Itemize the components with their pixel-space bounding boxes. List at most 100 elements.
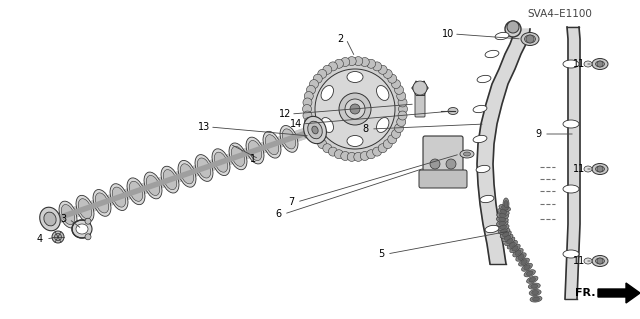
Ellipse shape — [529, 278, 536, 282]
Circle shape — [310, 130, 319, 138]
Ellipse shape — [527, 276, 538, 283]
Text: 11: 11 — [573, 59, 585, 69]
Ellipse shape — [504, 237, 515, 246]
Circle shape — [526, 35, 534, 43]
Circle shape — [597, 258, 603, 264]
Ellipse shape — [476, 165, 490, 173]
Circle shape — [340, 57, 349, 66]
Ellipse shape — [499, 204, 511, 211]
Ellipse shape — [307, 132, 314, 136]
Ellipse shape — [522, 263, 532, 271]
Ellipse shape — [59, 201, 77, 228]
Ellipse shape — [510, 244, 520, 253]
Ellipse shape — [265, 135, 279, 155]
Ellipse shape — [463, 152, 470, 156]
Text: 12: 12 — [279, 109, 291, 119]
Ellipse shape — [473, 105, 487, 113]
Ellipse shape — [112, 187, 125, 207]
Ellipse shape — [512, 246, 518, 251]
Circle shape — [597, 61, 603, 67]
Circle shape — [323, 144, 332, 153]
Ellipse shape — [40, 207, 60, 231]
Ellipse shape — [78, 199, 92, 219]
Ellipse shape — [282, 129, 296, 149]
Ellipse shape — [502, 232, 509, 237]
Ellipse shape — [376, 85, 389, 100]
Text: SVA4–E1100: SVA4–E1100 — [527, 9, 593, 19]
Circle shape — [304, 92, 313, 100]
Circle shape — [392, 130, 401, 138]
Ellipse shape — [595, 258, 605, 264]
Ellipse shape — [524, 270, 536, 277]
FancyBboxPatch shape — [415, 91, 425, 117]
Ellipse shape — [592, 58, 608, 70]
Circle shape — [85, 218, 91, 224]
Ellipse shape — [497, 220, 508, 226]
Circle shape — [345, 99, 365, 119]
Ellipse shape — [485, 225, 499, 233]
Circle shape — [392, 79, 401, 89]
Text: 8: 8 — [362, 124, 368, 134]
Circle shape — [348, 56, 356, 66]
Circle shape — [394, 124, 404, 133]
Polygon shape — [598, 283, 640, 303]
Circle shape — [335, 59, 344, 68]
Ellipse shape — [127, 178, 145, 205]
Ellipse shape — [530, 296, 542, 302]
Ellipse shape — [513, 249, 524, 257]
Circle shape — [307, 85, 316, 94]
Circle shape — [317, 70, 327, 78]
Ellipse shape — [280, 125, 298, 152]
Circle shape — [354, 56, 363, 66]
Ellipse shape — [76, 224, 88, 234]
Ellipse shape — [500, 210, 507, 214]
Ellipse shape — [229, 143, 247, 170]
Text: FR.: FR. — [575, 288, 596, 298]
Circle shape — [399, 105, 408, 114]
Ellipse shape — [515, 250, 521, 255]
Polygon shape — [477, 29, 530, 264]
Ellipse shape — [129, 181, 143, 201]
Circle shape — [340, 152, 349, 160]
Text: 14: 14 — [290, 119, 302, 129]
Ellipse shape — [499, 221, 506, 226]
Circle shape — [317, 140, 327, 149]
Ellipse shape — [500, 225, 507, 229]
Circle shape — [310, 79, 319, 89]
Circle shape — [339, 93, 371, 125]
Circle shape — [378, 144, 387, 153]
Circle shape — [303, 111, 312, 120]
Circle shape — [388, 135, 397, 144]
Ellipse shape — [147, 175, 160, 196]
Ellipse shape — [347, 71, 363, 83]
Ellipse shape — [563, 250, 579, 258]
Text: 10: 10 — [442, 29, 454, 39]
Ellipse shape — [521, 33, 539, 46]
Circle shape — [313, 135, 323, 144]
Ellipse shape — [595, 166, 605, 172]
Ellipse shape — [529, 290, 541, 296]
Circle shape — [328, 62, 337, 71]
Ellipse shape — [499, 213, 506, 218]
Ellipse shape — [532, 291, 539, 295]
Circle shape — [350, 104, 360, 114]
Ellipse shape — [563, 60, 579, 68]
Circle shape — [372, 62, 381, 71]
Text: 11: 11 — [573, 164, 585, 174]
Ellipse shape — [110, 184, 128, 211]
Circle shape — [507, 21, 519, 33]
Circle shape — [303, 105, 312, 114]
Ellipse shape — [507, 239, 513, 244]
Ellipse shape — [504, 201, 508, 207]
Ellipse shape — [532, 297, 540, 301]
Text: 9: 9 — [535, 129, 541, 139]
Circle shape — [304, 117, 313, 126]
Ellipse shape — [524, 265, 530, 270]
Circle shape — [335, 150, 344, 159]
Ellipse shape — [507, 241, 517, 249]
Ellipse shape — [498, 228, 510, 234]
Ellipse shape — [592, 256, 608, 266]
Ellipse shape — [93, 189, 111, 216]
Text: 4: 4 — [37, 234, 43, 244]
FancyBboxPatch shape — [419, 170, 467, 188]
